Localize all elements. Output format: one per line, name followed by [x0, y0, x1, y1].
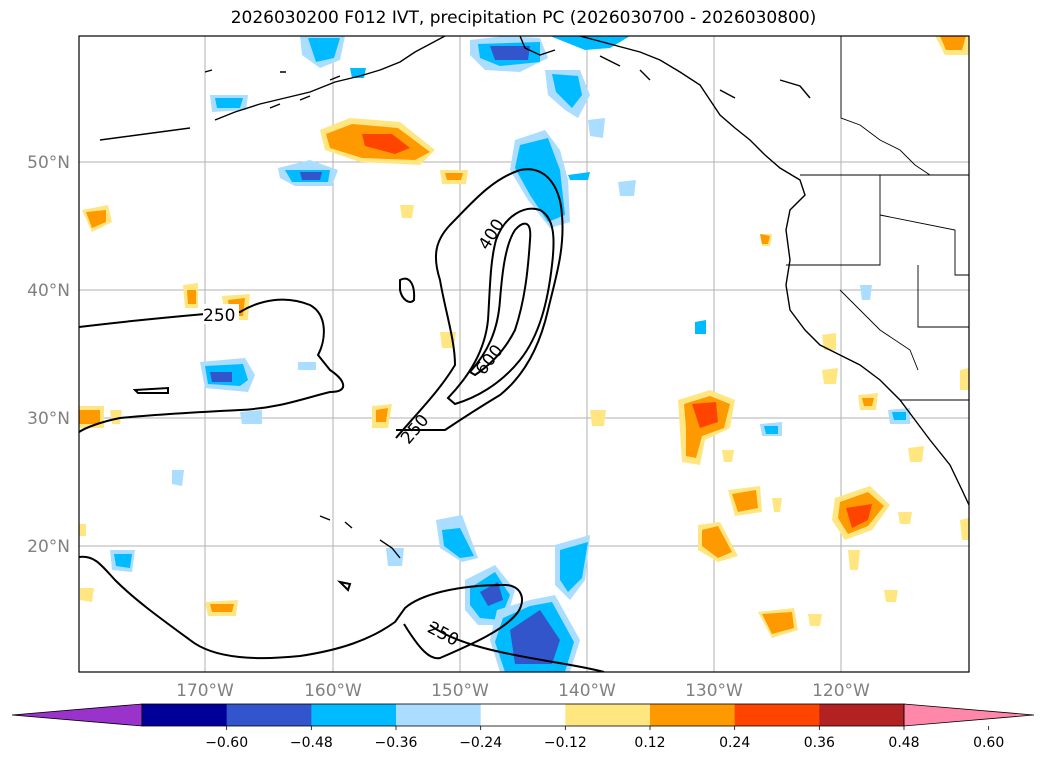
colorbar-segment — [226, 704, 312, 726]
coastlines — [99, 36, 969, 559]
lat-label: 30°N — [27, 409, 70, 429]
borders — [786, 36, 969, 401]
colorbar-segment — [650, 704, 736, 726]
lon-label: 140°W — [558, 681, 616, 701]
colorbar: −0.60 −0.48 −0.36 −0.24 −0.12 0.12 0.24 0.36 0.4… — [11, 703, 1035, 751]
colorbar-segment — [565, 704, 651, 726]
colorbar-tick-label: −0.24 — [459, 735, 502, 751]
lon-label: 150°W — [431, 681, 489, 701]
colorbar-tick-label: −0.48 — [290, 735, 333, 751]
colorbar-segment — [396, 704, 482, 726]
colorbar-tick-label: 0.24 — [719, 735, 750, 751]
figure-title: 2026030200 F012 IVT, precipitation PC (2… — [230, 8, 817, 28]
colorbar-frame — [141, 703, 905, 727]
lon-label: 120°W — [812, 681, 870, 701]
lat-label: 20°N — [27, 537, 70, 557]
contour-label: 250 — [203, 306, 235, 326]
colorbar-tick-label: −0.36 — [375, 735, 418, 751]
lon-label: 170°W — [176, 681, 234, 701]
lat-label: 50°N — [27, 153, 70, 173]
colorbar-tick-label: 0.36 — [804, 735, 835, 751]
colorbar-segment — [480, 704, 566, 726]
colorbar-segment — [819, 704, 905, 726]
colorbar-tick-label: −0.60 — [205, 735, 248, 751]
colorbar-tick-label: 0.60 — [973, 735, 1004, 751]
lon-label: 130°W — [685, 681, 743, 701]
colorbar-segment — [734, 704, 820, 726]
colorbar-extend-high — [903, 703, 1035, 727]
colorbar-segment — [142, 704, 228, 726]
lon-label: 160°W — [304, 681, 362, 701]
map-frame — [78, 35, 970, 673]
colorbar-tick-label: 0.48 — [888, 735, 919, 751]
colorbar-segment — [311, 704, 397, 726]
lat-label: 40°N — [27, 281, 70, 301]
colorbar-tick-label: −0.12 — [544, 735, 587, 751]
colorbar-tick-label: 0.12 — [634, 735, 665, 751]
colorbar-extend-low — [11, 703, 143, 727]
precip-positive-patches — [79, 36, 969, 638]
